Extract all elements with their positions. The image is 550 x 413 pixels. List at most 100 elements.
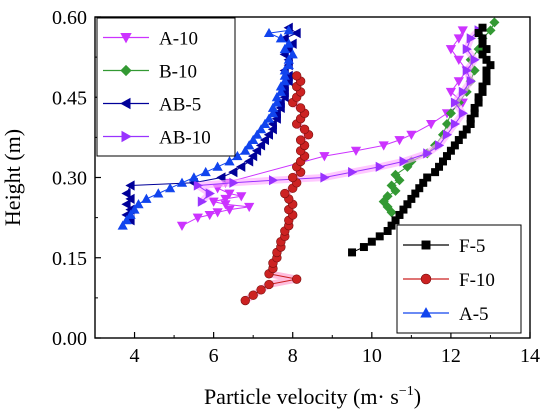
data-point <box>423 173 432 182</box>
data-point <box>129 204 140 214</box>
data-point <box>208 197 219 207</box>
data-point <box>212 161 223 171</box>
data-point <box>212 208 223 218</box>
legend-item: A-5 <box>403 304 489 325</box>
data-point <box>457 26 468 36</box>
data-point <box>450 97 461 108</box>
data-point <box>200 166 211 177</box>
data-point <box>176 177 188 187</box>
data-point <box>279 65 290 75</box>
series-line <box>181 30 468 227</box>
data-point <box>259 118 271 128</box>
data-point <box>244 202 255 213</box>
data-point <box>193 180 204 191</box>
data-point <box>292 71 302 81</box>
data-point <box>120 97 131 110</box>
data-point <box>133 199 144 209</box>
legend-label: AB-10 <box>159 128 211 149</box>
data-point <box>470 54 480 65</box>
data-point <box>445 87 457 98</box>
data-point <box>117 220 128 230</box>
data-point <box>462 43 472 55</box>
data-point <box>176 221 188 231</box>
data-point <box>348 166 358 178</box>
data-point <box>283 38 294 48</box>
data-point <box>458 86 469 98</box>
y-tick-label: 0.45 <box>52 87 87 109</box>
series-a-10 <box>176 26 472 231</box>
data-point <box>406 130 417 140</box>
data-point <box>425 120 437 130</box>
data-point <box>251 145 262 156</box>
data-point <box>248 290 258 300</box>
data-point <box>220 194 231 205</box>
data-point <box>251 129 263 139</box>
data-point <box>453 34 464 44</box>
x-axis-title-main: Particle velocity (m· s <box>204 384 399 409</box>
data-point <box>263 113 275 123</box>
x-axis-title-close: ) <box>414 384 421 409</box>
data-point <box>280 188 290 199</box>
y-tick-label: 0.00 <box>52 328 87 350</box>
y-tick-label: 0.60 <box>52 7 87 29</box>
data-point <box>295 135 306 145</box>
data-point <box>125 209 136 219</box>
data-point <box>378 141 389 151</box>
data-point <box>359 243 368 252</box>
data-point <box>125 180 135 191</box>
data-point <box>375 232 384 241</box>
data-point <box>236 161 246 172</box>
data-point <box>420 273 432 285</box>
legend-label: F-10 <box>459 270 495 291</box>
data-point <box>453 77 464 87</box>
data-point <box>348 248 357 257</box>
series-layer <box>117 17 500 306</box>
legend-item: F-10 <box>403 270 495 291</box>
data-point <box>236 192 247 202</box>
data-point <box>120 64 132 77</box>
data-point <box>271 92 283 102</box>
data-point <box>375 161 385 172</box>
y-axis-title: Height (m) <box>0 129 25 226</box>
data-point <box>264 279 274 290</box>
legend-item: A-10 <box>103 29 198 50</box>
data-point <box>320 172 330 183</box>
data-point <box>450 118 461 130</box>
data-point <box>216 172 226 183</box>
legend-item: AB-5 <box>103 95 201 116</box>
data-point <box>279 43 290 54</box>
data-point <box>153 188 164 198</box>
data-point <box>442 129 453 140</box>
x-tick-label: 8 <box>288 345 298 367</box>
data-point <box>390 169 401 180</box>
y-tick-label: 0.15 <box>52 248 87 270</box>
data-point <box>121 215 132 225</box>
data-point <box>466 76 476 87</box>
data-point <box>268 175 279 186</box>
x-tick-label: 14 <box>520 345 540 367</box>
data-point <box>248 134 259 144</box>
data-point <box>350 146 362 156</box>
data-point <box>263 27 275 38</box>
legend-label: B-10 <box>159 62 197 83</box>
data-point <box>267 108 279 118</box>
x-axis-title: Particle velocity (m· s−1) <box>204 384 421 409</box>
series-ab-10 <box>193 25 484 207</box>
data-point <box>445 45 457 55</box>
data-point <box>295 103 306 113</box>
data-point <box>224 156 235 166</box>
data-point <box>244 140 255 150</box>
data-point <box>283 25 294 35</box>
data-point <box>247 150 258 162</box>
x-axis-title-superscript: −1 <box>399 384 414 399</box>
data-point <box>240 145 251 155</box>
data-point <box>259 134 270 146</box>
legend-item: B-10 <box>103 62 197 83</box>
data-point <box>382 191 393 202</box>
data-point <box>299 124 310 135</box>
data-point <box>279 75 290 86</box>
x-tick-label: 6 <box>209 345 219 367</box>
data-point <box>489 17 500 28</box>
data-point <box>386 180 397 191</box>
